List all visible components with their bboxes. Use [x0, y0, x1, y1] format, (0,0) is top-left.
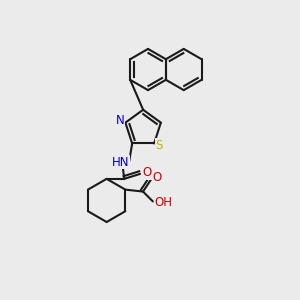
Text: N: N — [116, 114, 125, 127]
Text: HN: HN — [112, 156, 129, 169]
Text: OH: OH — [154, 196, 172, 209]
Text: O: O — [142, 167, 152, 179]
Text: S: S — [155, 139, 163, 152]
Text: O: O — [152, 171, 161, 184]
